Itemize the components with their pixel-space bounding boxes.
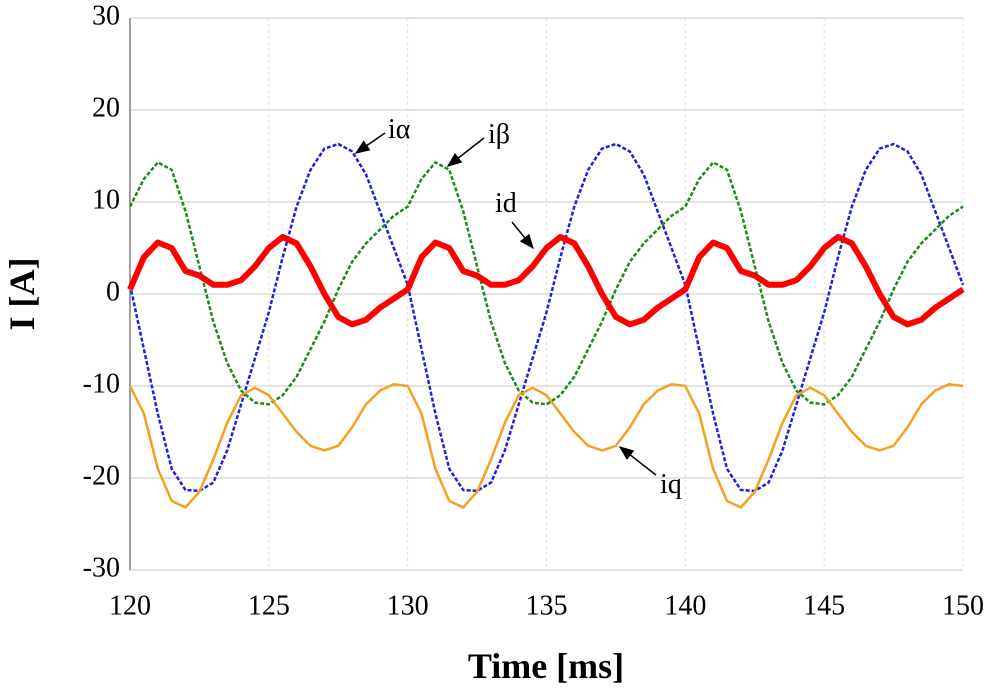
series-line <box>128 382 964 509</box>
annotation: id <box>495 188 517 219</box>
annotation: iq <box>660 469 682 500</box>
y-tick-label: 20 <box>92 92 120 123</box>
x-tick-label: 150 <box>942 590 984 621</box>
x-tick-label: 135 <box>526 590 568 621</box>
y-axis-title: I [A] <box>2 258 42 331</box>
x-tick-label: 120 <box>109 590 151 621</box>
y-tick-label: -10 <box>83 368 120 399</box>
y-tick-label: 10 <box>92 184 120 215</box>
series-line <box>128 161 964 406</box>
x-axis-title: Time [ms] <box>468 646 624 686</box>
series-line <box>128 142 965 493</box>
annotation-arrow <box>354 132 386 154</box>
annotation-arrow <box>446 137 485 167</box>
y-tick-label: 30 <box>92 0 120 31</box>
series-line <box>127 234 965 328</box>
y-tick-label: -20 <box>83 460 120 491</box>
x-tick-label: 125 <box>248 590 290 621</box>
y-tick-label: 0 <box>106 276 120 307</box>
x-tick-label: 140 <box>664 590 706 621</box>
annotation: iα <box>388 114 411 145</box>
x-tick-label: 130 <box>387 590 429 621</box>
annotation-arrow <box>511 221 534 250</box>
annotation: iβ <box>488 119 510 150</box>
annotation-arrow <box>618 446 657 476</box>
x-tick-label: 145 <box>803 590 845 621</box>
y-tick-label: -30 <box>83 552 120 583</box>
